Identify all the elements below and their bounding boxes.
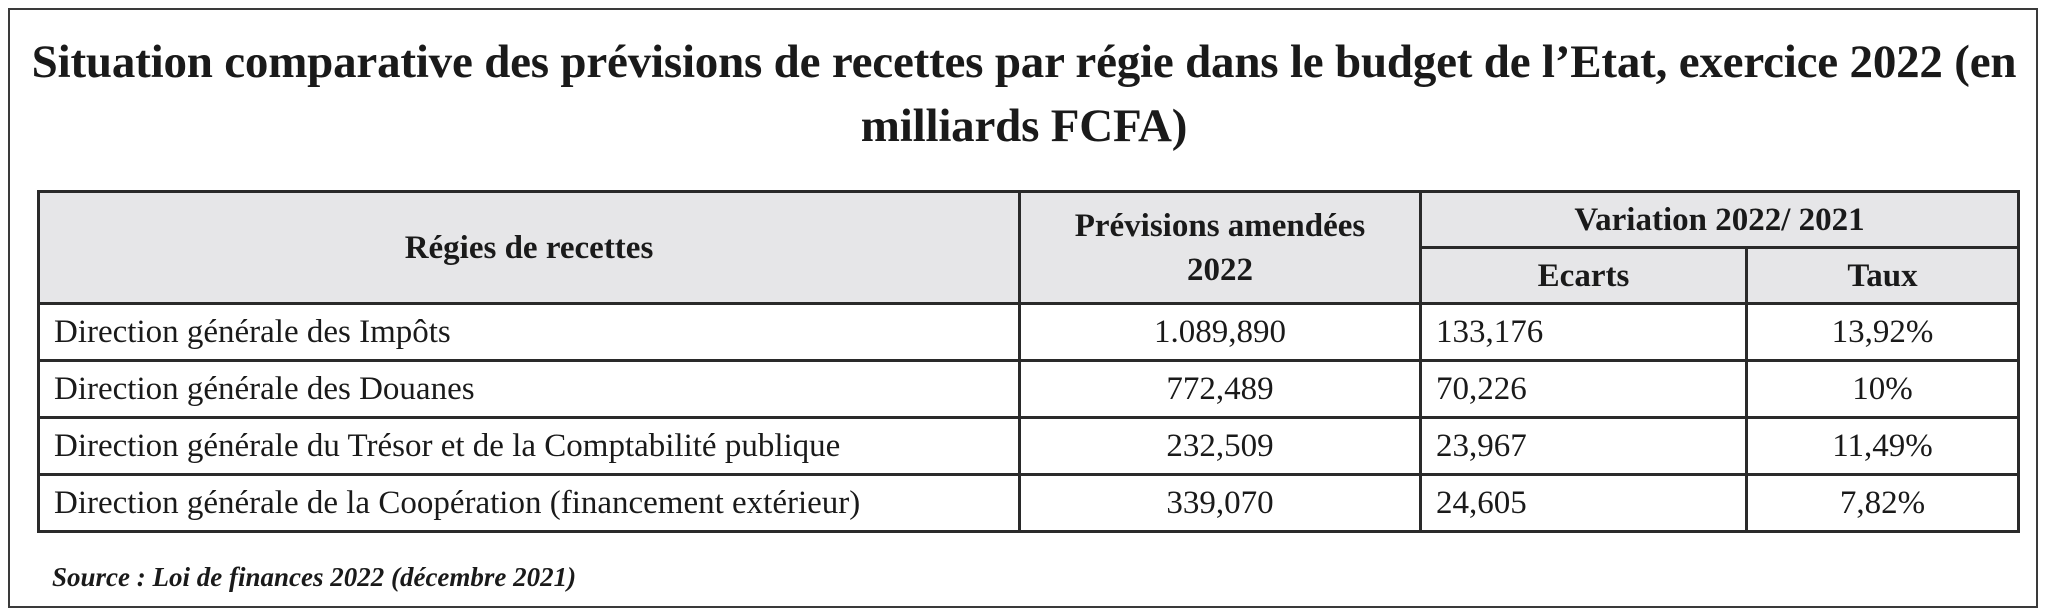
row-taux: 11,49% [1744, 416, 2021, 476]
table-row: Direction générale des Impôts 1.089,890 … [37, 302, 2021, 362]
row-name: Direction générale des Douanes [37, 359, 1021, 419]
row-name: Direction générale de la Coopération (fi… [37, 473, 1021, 533]
table-row: Direction générale de la Coopération (fi… [37, 473, 2021, 533]
row-name: Direction générale du Trésor et de la Co… [37, 416, 1021, 476]
row-previsions: 339,070 [1018, 473, 1422, 533]
row-taux: 13,92% [1744, 302, 2021, 362]
header-variation: Variation 2022/ 2021 [1418, 190, 2021, 249]
table-row: Direction générale du Trésor et de la Co… [37, 416, 2021, 476]
row-ecarts: 70,226 [1419, 359, 1748, 419]
header-regies: Régies de recettes [37, 190, 1021, 305]
header-taux: Taux [1744, 246, 2021, 305]
row-previsions: 232,509 [1018, 416, 1422, 476]
row-previsions: 772,489 [1018, 359, 1422, 419]
row-previsions: 1.089,890 [1018, 302, 1422, 362]
row-taux: 10% [1744, 359, 2021, 419]
header-ecarts: Ecarts [1419, 246, 1748, 305]
row-ecarts: 24,605 [1419, 473, 1748, 533]
page-title: Situation comparative des prévisions de … [31, 36, 2017, 152]
table-row: Direction générale des Douanes 772,489 7… [37, 359, 2021, 419]
row-ecarts: 23,967 [1419, 416, 1748, 476]
row-name: Direction générale des Impôts [37, 302, 1021, 362]
header-previsions: Prévisions amendées 2022 [1018, 190, 1422, 305]
source-note: Source : Loi de finances 2022 (décembre … [52, 562, 577, 592]
revenue-table: Régies de recettes Prévisions amendées 2… [37, 190, 2021, 533]
row-ecarts: 133,176 [1419, 302, 1748, 362]
row-taux: 7,82% [1744, 473, 2021, 533]
header-previsions-label: Prévisions amendées 2022 [1074, 207, 1366, 288]
